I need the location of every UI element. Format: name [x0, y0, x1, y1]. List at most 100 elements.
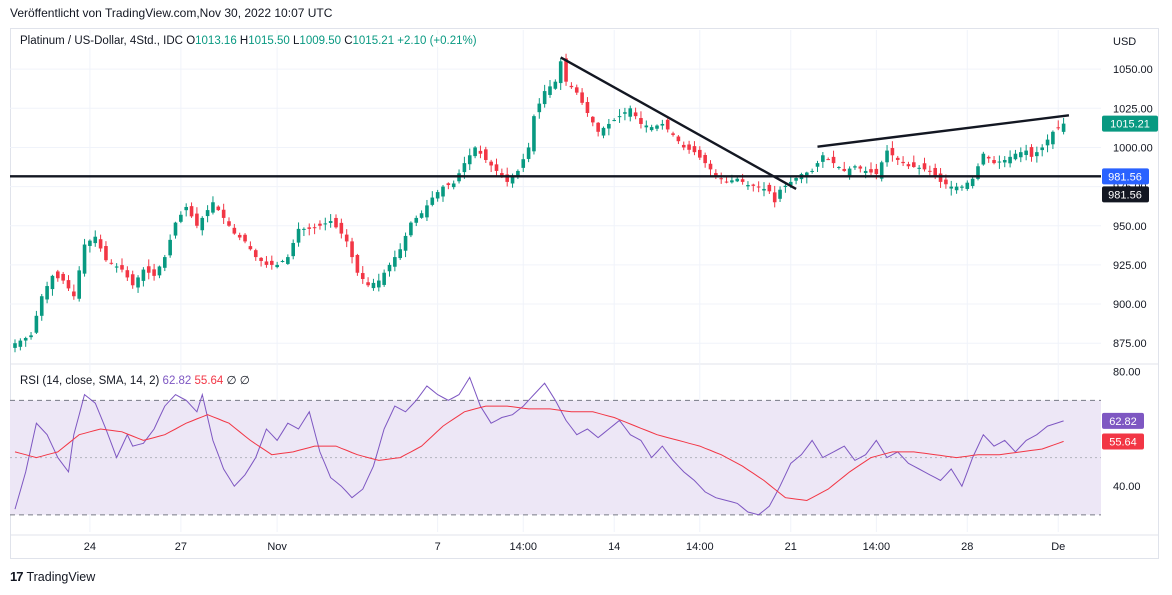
candle-body: [29, 335, 33, 338]
candle-body: [478, 150, 483, 154]
candle-body: [1051, 131, 1055, 145]
candle-body: [885, 150, 889, 163]
candle-body: [735, 178, 740, 182]
candle-body: [350, 241, 354, 258]
time-tick-label: 24: [84, 541, 96, 553]
candle-body: [280, 260, 285, 262]
brand-name: TradingView: [26, 569, 96, 584]
candle-body: [366, 282, 370, 286]
candle-body: [467, 155, 472, 165]
candle-body: [671, 133, 675, 135]
currency-label: USD: [1113, 36, 1136, 48]
candle-body: [259, 257, 263, 261]
candle-body: [681, 144, 686, 148]
rsi-value: 62.82: [162, 375, 192, 387]
candle-body: [553, 81, 558, 89]
candle-body: [77, 270, 81, 299]
candle-body: [125, 270, 130, 278]
candle-body: [837, 167, 841, 169]
candle-body: [1061, 123, 1066, 132]
rsi-indicator-name[interactable]: RSI (14, close, SMA, 14, 2): [20, 375, 160, 387]
candle-body: [863, 170, 868, 174]
level-badge-dark: [1102, 186, 1149, 203]
price-tick-label: 1050.00: [1113, 64, 1153, 76]
candle-body: [286, 257, 290, 264]
candle-body: [93, 236, 98, 244]
symbol-label[interactable]: Platinum / US-Dollar, 4Std., IDC: [20, 35, 183, 47]
level-label-blue: 981.56: [1108, 171, 1142, 183]
candle-body: [66, 280, 71, 289]
candle-body: [965, 182, 970, 189]
candle-body: [1019, 152, 1023, 158]
time-tick-label: 14:00: [509, 541, 537, 553]
candle-body: [564, 58, 568, 82]
candle-body: [1056, 127, 1061, 129]
candle-body: [660, 123, 665, 126]
candle-body: [195, 213, 199, 226]
rsi-sma-line: [14, 405, 1064, 502]
candle-body: [237, 234, 242, 238]
candle-body: [751, 184, 756, 186]
candle-body: [253, 250, 258, 258]
candle-body: [179, 214, 183, 222]
candle-body: [639, 118, 643, 124]
candle-body: [275, 264, 279, 268]
candle-body: [146, 266, 151, 273]
candle-body: [703, 154, 707, 164]
candle-body: [687, 144, 691, 150]
candle-body: [216, 206, 221, 211]
candle-body: [821, 155, 825, 162]
candle-body: [992, 160, 996, 164]
candle-body: [505, 174, 509, 182]
candle-body: [649, 127, 654, 131]
time-tick-label: 14:00: [863, 541, 891, 553]
rsi-tick-label: 40.00: [1113, 481, 1141, 493]
candle-body: [328, 221, 333, 223]
chart-frame: [10, 28, 1159, 559]
candle-body: [596, 122, 600, 132]
publish-info: Veröffentlicht von TradingView.com,Nov 3…: [10, 6, 333, 20]
candle-body: [724, 181, 729, 183]
candle-body: [928, 170, 932, 172]
change-value: +2.10 (+0.21%): [397, 35, 477, 47]
candle-body: [601, 127, 606, 136]
candle-body: [901, 161, 905, 164]
candle-body: [393, 257, 397, 267]
candle-body: [944, 179, 948, 185]
candle-body: [976, 166, 980, 179]
candle-body: [612, 120, 616, 122]
candle-body: [655, 125, 659, 129]
candle-body: [291, 242, 295, 257]
candle-body: [446, 183, 451, 186]
candle-body: [248, 246, 253, 250]
price-tick-label: 950.00: [1113, 221, 1147, 233]
high-key: H: [239, 35, 249, 47]
candle-body: [831, 156, 836, 164]
candle-body: [767, 184, 772, 192]
close-value: 1015.21: [352, 35, 395, 47]
rsi-line: [14, 376, 1064, 516]
trendline[interactable]: [817, 114, 1070, 148]
candle-body: [933, 167, 937, 177]
candle-body: [494, 164, 499, 171]
candle-body: [114, 266, 119, 268]
candle-body: [778, 189, 782, 199]
sma-value-badge: [1102, 433, 1144, 450]
price-legend: Platinum / US-Dollar, 4Std., IDC O1013.1…: [18, 35, 479, 47]
candle-body: [783, 185, 788, 188]
candle-body: [109, 262, 114, 264]
trendline[interactable]: [560, 56, 797, 191]
candle-body: [826, 159, 830, 161]
candle-body: [441, 186, 445, 197]
last-price-label: 1015.21: [1110, 119, 1150, 131]
candle-body: [580, 92, 584, 103]
candle-body: [500, 173, 504, 177]
time-tick-label: 14: [608, 541, 620, 553]
time-tick-label: 14:00: [686, 541, 714, 553]
candle-body: [451, 183, 456, 188]
rsi-tick-label: 80.00: [1113, 367, 1141, 379]
candle-body: [430, 197, 435, 205]
candle-body: [34, 315, 39, 333]
candle-body: [435, 192, 440, 199]
